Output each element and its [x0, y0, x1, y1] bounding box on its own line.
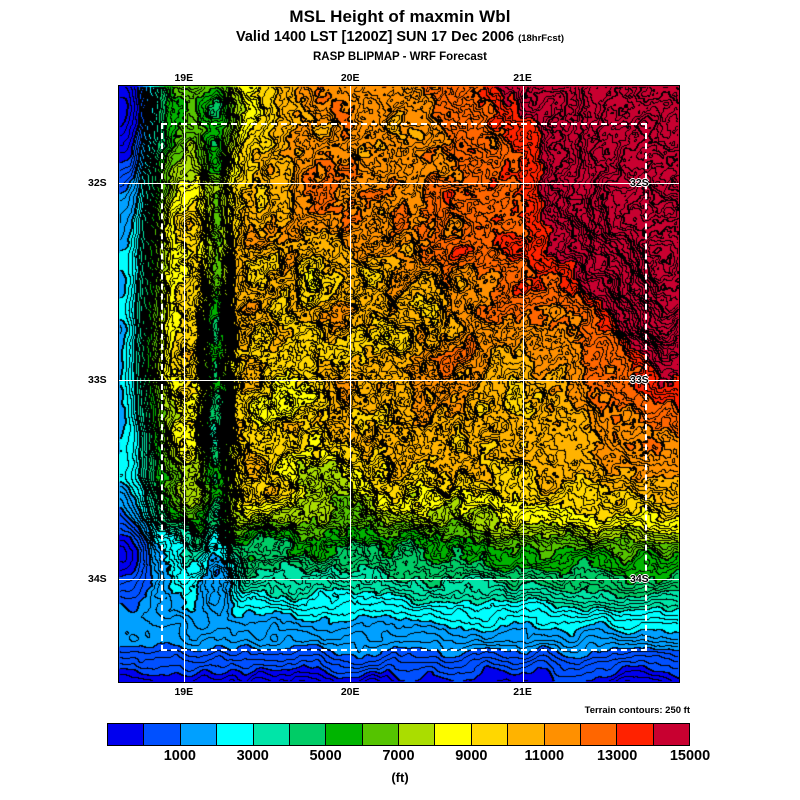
- colorbar-tick-15000: 15000: [669, 748, 711, 764]
- x-tick-top-19E: 19E: [174, 72, 194, 84]
- y-tick-right-34S: 34S: [630, 573, 649, 586]
- colorbar-swatch-11: [508, 724, 545, 745]
- colorbar-swatch-10: [471, 724, 509, 745]
- colorbar-tick-3000: 3000: [236, 748, 269, 764]
- page-title: MSL Height of maxmin Wbl: [289, 7, 511, 26]
- colorbar-unit-label: (ft): [391, 770, 409, 785]
- colorbar-tick-13000: 13000: [596, 748, 638, 764]
- colorbar-swatch-7: [362, 724, 399, 745]
- colorbar-tick-1000: 1000: [163, 748, 197, 764]
- colorbar-tick-9000: 9000: [455, 748, 488, 764]
- colorbar-swatch-6: [326, 724, 363, 745]
- valid-time-text: Valid 1400 LST [1200Z] SUN 17 Dec 2006: [235, 29, 515, 45]
- colorbar-swatch-5: [289, 724, 327, 745]
- colorbar-swatch-0: [108, 724, 145, 745]
- colorbar-swatch-12: [544, 724, 581, 745]
- map-field-canvas: [119, 86, 679, 682]
- y-tick-left-33S: 33S: [88, 374, 107, 386]
- x-tick-bottom-19E: 19E: [174, 686, 194, 698]
- colorbar-swatch-1: [144, 724, 181, 745]
- colorbar-swatch-8: [399, 724, 436, 745]
- colorbar-swatch-14: [617, 724, 654, 745]
- colorbar-swatch-2: [180, 724, 218, 745]
- x-tick-top-20E: 20E: [340, 72, 360, 84]
- colorbar-tick-5000: 5000: [309, 748, 342, 764]
- y-tick-left-34S: 34S: [88, 573, 107, 586]
- header: MSL Height of maxmin Wbl Valid 1400 LST …: [0, 0, 800, 65]
- colorbar-swatch-3: [217, 724, 254, 745]
- y-tick-right-33S: 33S: [630, 374, 649, 386]
- forecast-map[interactable]: [118, 85, 680, 683]
- terrain-contour-note: Terrain contours: 250 ft: [584, 705, 690, 716]
- valid-time-label: Valid 1400 LST [1200Z] SUN 17 Dec 2006 (…: [0, 28, 800, 48]
- colorbar-swatch-15: [653, 724, 689, 745]
- colorbar-tick-7000: 7000: [382, 748, 415, 764]
- x-tick-bottom-21E: 21E: [513, 686, 532, 698]
- colorbar[interactable]: [107, 723, 690, 746]
- y-tick-left-32S: 32S: [88, 176, 107, 189]
- model-subtitle: RASP BLIPMAP - WRF Forecast: [312, 51, 488, 63]
- x-tick-top-21E: 21E: [513, 72, 532, 84]
- colorbar-tick-labels: 1000 3000 5000 7000 9000 11000 13000 15000: [107, 748, 710, 766]
- y-tick-right-32S: 32S: [630, 176, 649, 189]
- forecast-hour-badge: (18hrFcst): [518, 33, 565, 44]
- colorbar-tick-11000: 11000: [524, 748, 565, 764]
- x-tick-bottom-20E: 20E: [340, 686, 360, 698]
- colorbar-swatch-4: [253, 724, 290, 745]
- colorbar-swatch-13: [580, 724, 618, 745]
- colorbar-swatch-9: [435, 724, 472, 745]
